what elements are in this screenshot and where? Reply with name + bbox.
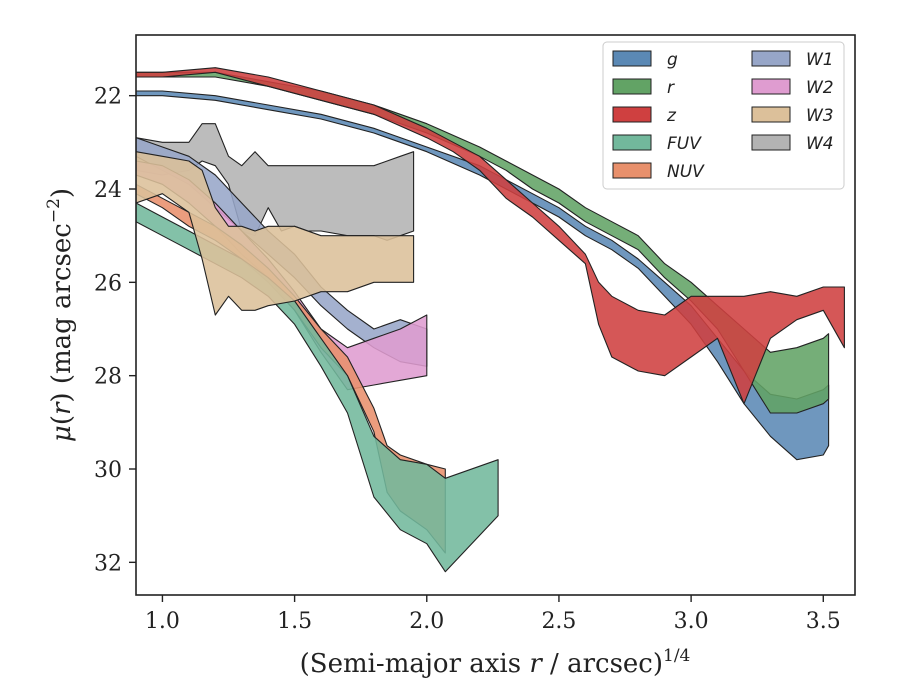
legend-label-z: z (666, 106, 677, 126)
legend-swatch-w3 (751, 106, 791, 123)
series-band-w3 (136, 151, 415, 316)
y-axis-title: μ(r) (mag arcsec−2) (44, 188, 77, 442)
series-layer (136, 67, 845, 573)
legend-swatch-g (612, 50, 652, 67)
legend-label-w1: W1 (806, 50, 834, 70)
series-band-z (136, 67, 845, 405)
legend: g W1 r W2 z W3 FUV W4 NUV (602, 41, 845, 190)
ticks-layer: 1.0 1.5 2.0 2.5 3.0 3.5 22 24 26 28 30 32 (94, 85, 841, 634)
x-tick-label: 2.0 (409, 609, 444, 634)
legend-label-fuv: FUV (667, 134, 702, 154)
x-tick-label: 1.0 (145, 609, 180, 634)
x-tick-label: 3.0 (674, 609, 709, 634)
y-tick-label: 28 (94, 365, 122, 390)
y-tick-label: 22 (94, 85, 122, 110)
x-tick-label: 2.5 (541, 609, 576, 634)
legend-swatch-z (612, 106, 652, 123)
legend-swatch-nuv (612, 162, 652, 179)
legend-label-nuv: NUV (667, 162, 705, 182)
legend-label-w4: W4 (806, 134, 834, 154)
legend-swatch-w1 (751, 50, 791, 67)
legend-label-w2: W2 (806, 78, 834, 98)
x-tick-label: 1.5 (277, 609, 312, 634)
legend-swatch-r (612, 78, 652, 95)
legend-swatch-w4 (751, 134, 791, 151)
plot-frame (135, 34, 856, 596)
x-axis-title: (Semi-major axis r / arcsec)1/4 (300, 646, 691, 679)
series-band-w4 (136, 123, 415, 241)
x-tick-label: 3.5 (806, 609, 841, 634)
legend-label-r: r (667, 78, 675, 98)
y-tick-label: 24 (94, 178, 122, 203)
legend-label-g: g (667, 50, 678, 70)
legend-swatch-fuv (612, 134, 652, 151)
legend-swatch-w2 (751, 78, 791, 95)
y-tick-label: 32 (94, 551, 122, 576)
y-tick-label: 26 (94, 271, 122, 296)
y-tick-label: 30 (94, 458, 122, 483)
legend-label-w3: W3 (806, 106, 834, 126)
